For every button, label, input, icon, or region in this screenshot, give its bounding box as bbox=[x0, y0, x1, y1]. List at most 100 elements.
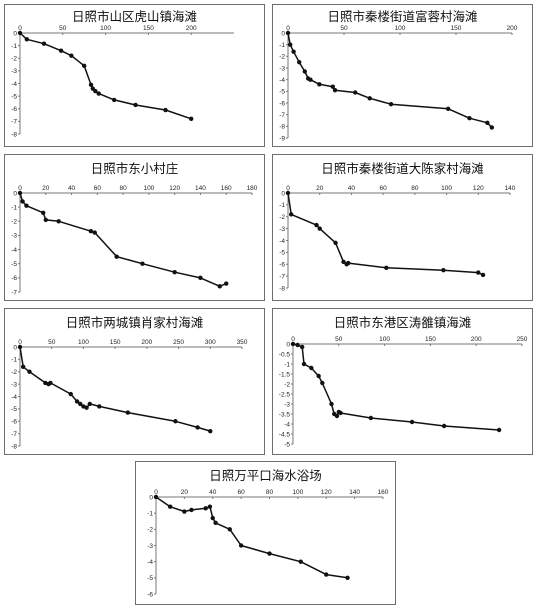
y-tick-label: -7 bbox=[11, 289, 17, 296]
x-tick-label: 0 bbox=[154, 489, 158, 496]
data-point bbox=[203, 506, 208, 511]
data-point bbox=[238, 543, 244, 548]
data-point bbox=[24, 203, 29, 208]
y-tick-label: 0 bbox=[13, 190, 17, 197]
chart-plot: 0 50 100 150 200 0 -1 -2 -3 -4 -5 -6 -7 -8 -9 bbox=[279, 25, 518, 142]
x-tick-label: 0 bbox=[286, 185, 290, 192]
data-point bbox=[333, 240, 338, 246]
data-point bbox=[88, 228, 94, 234]
x-tick-label: 100 bbox=[441, 185, 452, 192]
data-point bbox=[341, 259, 346, 265]
chart-title: 日照万平口海水浴场 bbox=[209, 468, 322, 483]
x-tick-label: 50 bbox=[340, 25, 348, 32]
data-point bbox=[17, 344, 23, 350]
y-tick-label: -2 bbox=[279, 54, 285, 61]
data-point bbox=[20, 199, 25, 204]
data-point bbox=[198, 275, 203, 281]
y-tick-label: -1 bbox=[284, 361, 290, 368]
data-point bbox=[489, 125, 495, 130]
data-point bbox=[227, 527, 232, 532]
data-point bbox=[56, 219, 61, 224]
data-point bbox=[288, 212, 294, 217]
data-point bbox=[87, 401, 92, 407]
profile-line bbox=[19, 346, 211, 432]
x-tick-label: 60 bbox=[94, 185, 102, 192]
y-tick-label: -8 bbox=[11, 443, 17, 450]
data-point bbox=[217, 284, 222, 289]
x-tick-label: 0 bbox=[291, 336, 295, 343]
data-point bbox=[367, 96, 372, 101]
data-point bbox=[353, 90, 358, 95]
y-tick-label: -1.5 bbox=[279, 371, 291, 378]
y-tick-label: -9 bbox=[279, 135, 285, 142]
y-tick-label: -5 bbox=[11, 406, 17, 413]
y-tick-label: -5 bbox=[11, 93, 17, 100]
data-point bbox=[346, 260, 351, 266]
x-tick-label: 300 bbox=[205, 339, 216, 346]
x-tick-label: 100 bbox=[292, 489, 303, 496]
y-tick-label: -4 bbox=[11, 247, 17, 254]
data-point bbox=[207, 504, 213, 509]
x-tick-label: 60 bbox=[380, 185, 388, 192]
x-tick-label: 150 bbox=[110, 339, 121, 346]
x-tick-label: 160 bbox=[221, 185, 232, 192]
data-point bbox=[445, 106, 451, 112]
y-tick-label: -7 bbox=[279, 112, 285, 119]
data-point bbox=[324, 572, 329, 577]
data-point bbox=[114, 254, 119, 259]
y-tick-label: -4.5 bbox=[279, 431, 291, 438]
y-tick-label: -2.5 bbox=[279, 391, 291, 398]
data-point bbox=[329, 401, 334, 407]
y-tick-label: -5 bbox=[279, 250, 285, 257]
y-tick-label: -5 bbox=[11, 261, 17, 268]
data-point bbox=[368, 415, 374, 421]
data-point bbox=[267, 551, 272, 556]
data-point bbox=[20, 364, 26, 369]
x-tick-label: 100 bbox=[379, 336, 390, 343]
x-tick-label: 80 bbox=[266, 489, 274, 496]
profile-line bbox=[287, 192, 484, 276]
y-tick-label: -1 bbox=[11, 43, 17, 50]
x-tick-label: 150 bbox=[143, 25, 154, 32]
data-point bbox=[224, 281, 229, 286]
data-point bbox=[88, 82, 94, 87]
y-tick-label: -1 bbox=[147, 510, 153, 517]
data-point bbox=[153, 494, 159, 500]
y-tick-label: -1 bbox=[279, 42, 285, 49]
x-tick-label: 180 bbox=[247, 185, 258, 192]
y-tick-label: -5 bbox=[147, 575, 153, 582]
data-point bbox=[290, 341, 296, 347]
data-point bbox=[308, 77, 313, 82]
data-point bbox=[41, 210, 46, 215]
x-tick-label: 200 bbox=[471, 336, 482, 343]
y-tick-label: -3 bbox=[279, 226, 285, 233]
data-point bbox=[163, 107, 168, 113]
x-tick-label: 200 bbox=[186, 25, 197, 32]
data-point bbox=[24, 37, 30, 42]
y-tick-label: -3 bbox=[11, 233, 17, 240]
y-tick-label: -2 bbox=[11, 369, 17, 376]
data-point bbox=[334, 413, 340, 419]
x-tick-label: 40 bbox=[348, 185, 356, 192]
data-point bbox=[384, 265, 389, 271]
data-point bbox=[68, 391, 73, 397]
data-point bbox=[288, 42, 293, 47]
data-point bbox=[195, 425, 200, 430]
profile-line bbox=[287, 32, 493, 129]
data-point bbox=[92, 230, 97, 235]
chart-panel-liangcheng-xiaojia: 日照市两城镇肖家村海滩 0 50 100 150 200 250 300 350 0 -1 -2 -3… bbox=[4, 308, 265, 455]
data-point bbox=[84, 405, 89, 410]
x-tick-label: 0 bbox=[18, 339, 22, 346]
y-tick-label: -2 bbox=[11, 219, 17, 226]
y-tick-label: -3 bbox=[11, 68, 17, 75]
x-tick-label: 140 bbox=[505, 185, 516, 192]
y-tick-label: -4 bbox=[279, 77, 285, 84]
data-point bbox=[291, 49, 296, 54]
x-tick-label: 40 bbox=[68, 185, 76, 192]
data-point bbox=[208, 428, 213, 434]
y-tick-label: 0 bbox=[281, 30, 285, 37]
y-tick-label: -1 bbox=[279, 202, 285, 209]
chart-title: 日照市两城镇肖家村海滩 bbox=[65, 315, 204, 330]
data-point bbox=[210, 515, 215, 521]
y-tick-label: -8 bbox=[11, 131, 17, 138]
